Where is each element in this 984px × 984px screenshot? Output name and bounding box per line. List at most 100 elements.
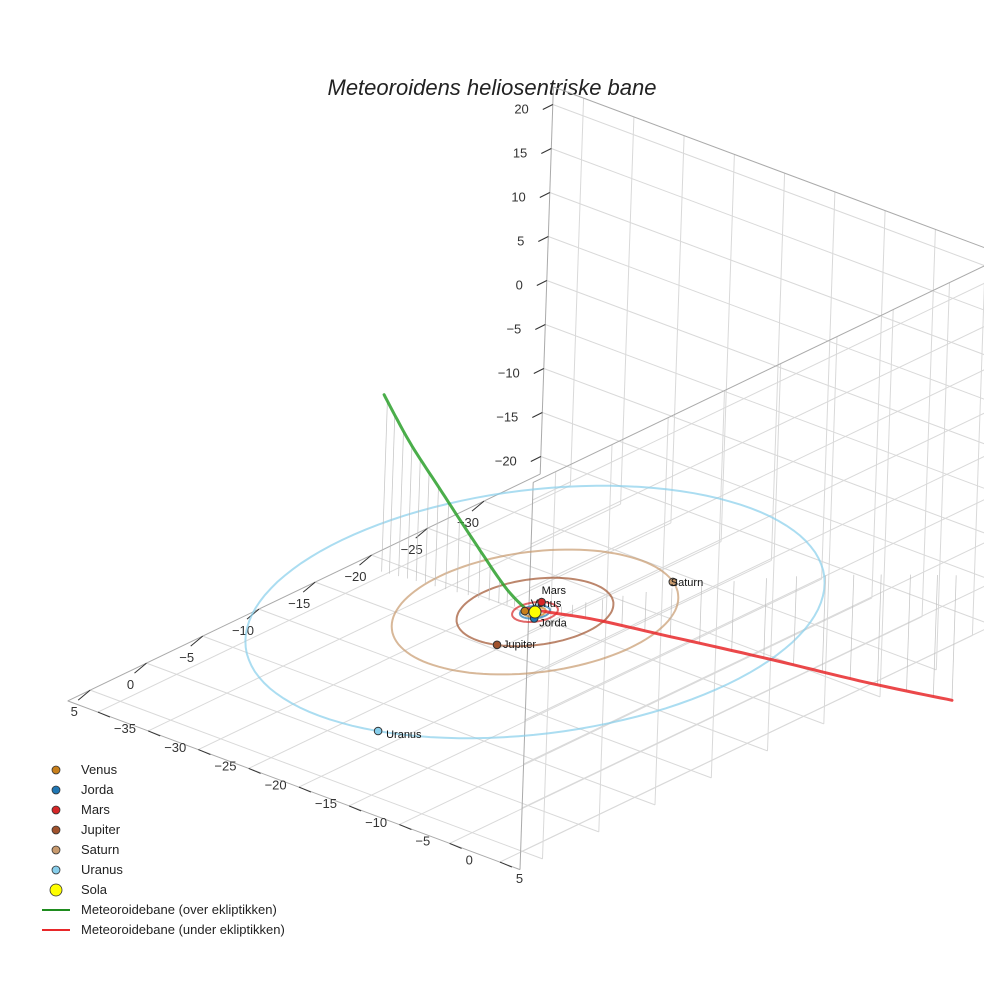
planet-marker-jupiter bbox=[492, 640, 502, 650]
grid-line bbox=[552, 104, 984, 266]
drop-line bbox=[389, 415, 396, 574]
legend-label: Meteoroidebane (over ekliptikken) bbox=[81, 902, 277, 917]
legend-label: Uranus bbox=[81, 862, 123, 877]
drop-line bbox=[621, 595, 624, 626]
z-tick-mark bbox=[539, 192, 551, 198]
drop-line bbox=[381, 401, 388, 572]
legend-label: Mars bbox=[81, 802, 110, 817]
box-edge bbox=[539, 86, 554, 475]
z-tick-mark bbox=[536, 280, 548, 286]
legend-label: Saturn bbox=[81, 842, 119, 857]
legend-item: Saturn bbox=[51, 842, 119, 857]
grid-line bbox=[97, 484, 571, 713]
drop-line bbox=[584, 602, 587, 618]
grid-line bbox=[399, 597, 873, 826]
grid-line bbox=[371, 554, 824, 725]
y-tick-label: −30 bbox=[164, 740, 186, 755]
grid-line bbox=[542, 412, 984, 578]
z-tick-label: 15 bbox=[513, 146, 527, 161]
drop-line bbox=[731, 581, 735, 651]
grid-line bbox=[524, 499, 984, 721]
drop-lines bbox=[381, 401, 957, 701]
grid-line bbox=[523, 542, 984, 765]
legend-marker-symbol bbox=[51, 805, 61, 815]
legend-label: Jorda bbox=[81, 782, 114, 797]
planet-marker-mars bbox=[537, 597, 546, 607]
y-tick-label: −25 bbox=[214, 759, 236, 774]
z-tick-mark bbox=[538, 236, 549, 242]
trajectory-above bbox=[382, 393, 527, 610]
drop-line bbox=[498, 579, 500, 604]
x-tick-mark bbox=[77, 689, 91, 701]
drop-line bbox=[601, 599, 604, 622]
z-tick-label: −5 bbox=[506, 322, 521, 337]
y-tick-mark bbox=[399, 824, 412, 831]
x-tick-label: −25 bbox=[401, 542, 423, 557]
drop-line bbox=[424, 472, 430, 584]
legend-item: Venus bbox=[51, 762, 118, 777]
grid-line bbox=[526, 455, 984, 677]
y-tick-mark bbox=[449, 842, 462, 849]
grid-line bbox=[527, 412, 984, 633]
grid-line bbox=[549, 192, 984, 356]
planet-marker-saturn bbox=[668, 577, 678, 587]
grid-line bbox=[198, 522, 672, 751]
drop-line bbox=[506, 590, 508, 606]
z-tick-label: 5 bbox=[517, 234, 524, 249]
grid-line bbox=[202, 635, 656, 806]
legend-marker-symbol bbox=[51, 865, 61, 875]
drop-line bbox=[488, 565, 491, 601]
drop-line bbox=[669, 588, 673, 637]
grid-line bbox=[529, 369, 984, 589]
grid-line bbox=[427, 527, 881, 698]
grid-line bbox=[147, 503, 621, 732]
drop-line bbox=[699, 584, 702, 644]
drop-line bbox=[877, 574, 882, 685]
orbit-mars bbox=[511, 601, 559, 623]
legend-marker-symbol bbox=[51, 825, 61, 835]
grid-line bbox=[348, 578, 822, 807]
grid-line bbox=[315, 581, 768, 752]
x-tick-label: −5 bbox=[179, 650, 194, 665]
grid-line bbox=[90, 689, 543, 860]
drop-line bbox=[821, 575, 826, 672]
grid-line bbox=[520, 629, 984, 853]
y-tick-label: −5 bbox=[415, 834, 430, 849]
z-tick-label: −20 bbox=[495, 454, 517, 469]
legend-marker-symbol bbox=[51, 845, 61, 855]
x-tick-label: 5 bbox=[71, 704, 78, 719]
legend-label: Venus bbox=[81, 762, 118, 777]
orbit-uranus bbox=[244, 484, 826, 740]
grid-line bbox=[298, 559, 772, 788]
x-tick-mark bbox=[134, 662, 147, 674]
x-tick-mark bbox=[359, 554, 372, 566]
legend-item: Sola bbox=[49, 882, 108, 897]
x-tick-mark bbox=[471, 500, 485, 512]
x-tick-label: −20 bbox=[344, 569, 366, 584]
grid-lines bbox=[67, 86, 984, 871]
grid-line bbox=[483, 500, 937, 671]
legend-marker-symbol bbox=[49, 883, 63, 897]
drop-line bbox=[407, 445, 413, 579]
planet-label-jupiter: Jupiter bbox=[503, 639, 536, 651]
grid-line bbox=[530, 326, 984, 545]
sun-marker bbox=[528, 605, 542, 619]
box-edge bbox=[532, 265, 984, 483]
z-tick-mark bbox=[532, 412, 543, 418]
legend-label: Jupiter bbox=[81, 822, 121, 837]
axis-ticks: −30−25−20−15−10−505−35−30−25−20−15−10−50… bbox=[71, 102, 554, 886]
y-tick-label: −15 bbox=[315, 796, 337, 811]
grid-line bbox=[146, 662, 599, 833]
planet-marker-venus bbox=[520, 606, 530, 616]
drop-line bbox=[398, 431, 404, 577]
legend-item: Jorda bbox=[51, 782, 114, 797]
grid-line bbox=[248, 541, 722, 769]
orbit-jupiter bbox=[455, 576, 615, 648]
planet-label-jorda: Jorda bbox=[539, 617, 567, 629]
z-tick-mark bbox=[535, 324, 546, 330]
planet-orbits bbox=[244, 484, 826, 740]
drop-line bbox=[951, 575, 957, 701]
legend-marker-symbol bbox=[51, 785, 61, 795]
drop-line bbox=[932, 574, 938, 697]
legend-item: Meteoroidebane (under ekliptikken) bbox=[42, 922, 285, 937]
